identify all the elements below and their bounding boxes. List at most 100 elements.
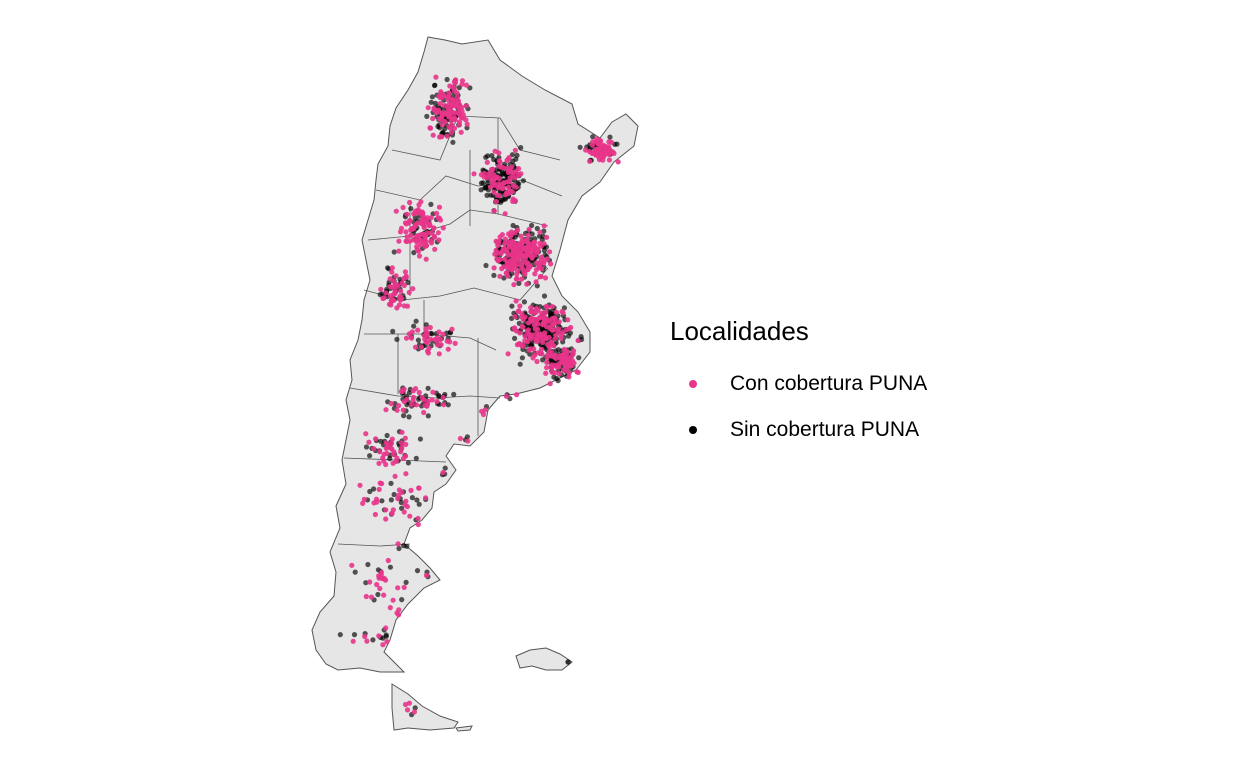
locality-point — [357, 482, 363, 488]
locality-point — [421, 218, 427, 224]
locality-point — [549, 362, 555, 368]
locality-point — [517, 303, 523, 309]
locality-point — [409, 402, 415, 408]
locality-point — [365, 561, 371, 568]
locality-point — [411, 211, 417, 217]
locality-point — [493, 198, 499, 205]
locality-point — [363, 431, 369, 437]
locality-point — [415, 521, 421, 528]
locality-point — [506, 266, 513, 272]
locality-point — [511, 335, 518, 341]
locality-point — [491, 208, 497, 214]
locality-point — [434, 110, 440, 116]
mainland-outline — [311, 36, 639, 673]
locality-point — [398, 225, 405, 231]
locality-point — [372, 511, 378, 518]
locality-point — [396, 248, 402, 254]
locality-point — [419, 395, 425, 401]
locality-point — [511, 282, 517, 288]
locality-point — [376, 486, 382, 492]
locality-point — [491, 265, 497, 271]
locality-point — [383, 507, 389, 513]
locality-point — [387, 276, 393, 282]
locality-point — [451, 88, 457, 94]
locality-point — [404, 707, 411, 713]
locality-point — [484, 192, 490, 198]
locality-point — [578, 334, 584, 340]
locality-point — [414, 497, 420, 503]
locality-point — [491, 189, 497, 195]
locality-point — [388, 298, 394, 304]
locality-point — [606, 157, 613, 163]
locality-point — [430, 132, 436, 138]
locality-point — [516, 280, 522, 286]
locality-point — [459, 81, 465, 87]
locality-point — [504, 190, 510, 196]
localidades-con-cobertura — [349, 74, 621, 715]
locality-point — [482, 407, 488, 413]
locality-point — [517, 262, 523, 268]
locality-point — [375, 591, 381, 598]
locality-point — [421, 409, 427, 416]
locality-point — [337, 632, 343, 638]
locality-point — [444, 76, 450, 83]
locality-point — [452, 98, 458, 104]
locality-point — [398, 440, 404, 446]
locality-point — [409, 329, 415, 335]
locality-point — [377, 585, 383, 592]
locality-point — [423, 322, 429, 328]
locality-point — [394, 305, 400, 311]
locality-point — [362, 633, 368, 640]
locality-point — [388, 440, 394, 446]
locality-point — [396, 238, 402, 244]
locality-point — [524, 237, 530, 243]
locality-point — [611, 150, 617, 156]
locality-point — [398, 297, 404, 303]
locality-point — [539, 237, 545, 243]
locality-point — [527, 351, 533, 357]
locality-point — [371, 486, 377, 492]
locality-point — [489, 177, 495, 183]
locality-point — [440, 394, 446, 400]
locality-point — [565, 317, 571, 323]
locality-point — [471, 171, 477, 177]
locality-point — [556, 319, 562, 325]
locality-point — [430, 115, 436, 122]
locality-point — [615, 159, 621, 165]
locality-point — [541, 258, 547, 264]
locality-point — [416, 202, 422, 208]
pink-dot-icon — [689, 380, 697, 388]
locality-point — [534, 283, 540, 289]
locality-point — [363, 580, 369, 586]
locality-point — [514, 392, 520, 398]
locality-point — [587, 158, 593, 164]
locality-point — [478, 180, 485, 186]
locality-point — [415, 337, 421, 343]
locality-point — [412, 223, 418, 229]
locality-point — [497, 184, 503, 190]
locality-point — [532, 271, 538, 277]
locality-point — [606, 151, 612, 157]
locality-point — [503, 393, 509, 399]
locality-point — [522, 314, 528, 320]
locality-point — [387, 293, 393, 299]
locality-point — [368, 594, 375, 600]
locality-point — [522, 333, 528, 339]
locality-point — [403, 221, 409, 227]
locality-point — [401, 303, 407, 309]
locality-point — [360, 500, 366, 506]
locality-point — [450, 139, 456, 145]
locality-point — [510, 222, 516, 229]
locality-point — [529, 222, 535, 229]
locality-point — [430, 389, 436, 395]
locality-point — [427, 324, 433, 331]
locality-point — [380, 295, 386, 302]
locality-point — [531, 346, 537, 352]
locality-point — [396, 545, 402, 552]
locality-point — [532, 336, 538, 342]
locality-point — [544, 234, 550, 240]
legend-key — [670, 361, 716, 407]
locality-point — [374, 499, 380, 505]
locality-point — [389, 269, 395, 275]
locality-point — [406, 414, 412, 420]
